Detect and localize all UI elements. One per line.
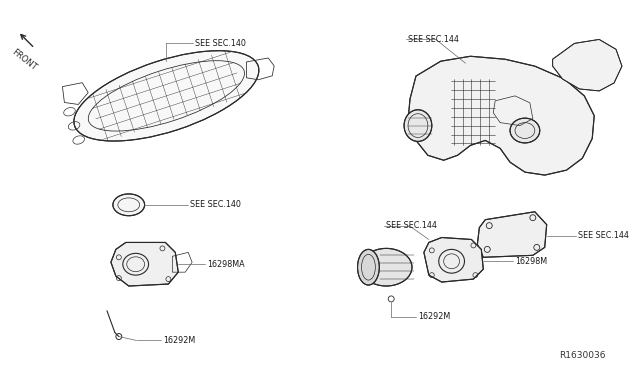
Polygon shape	[424, 237, 483, 282]
Text: R1630036: R1630036	[559, 351, 606, 360]
Ellipse shape	[74, 51, 259, 141]
Ellipse shape	[113, 194, 145, 216]
Polygon shape	[111, 243, 179, 286]
Text: SEE SEC.140: SEE SEC.140	[195, 39, 246, 48]
Text: 16292M: 16292M	[163, 336, 196, 345]
Polygon shape	[408, 56, 594, 175]
Ellipse shape	[360, 248, 412, 286]
Text: SEE SEC.144: SEE SEC.144	[387, 221, 437, 230]
Text: SEE SEC.144: SEE SEC.144	[579, 231, 629, 240]
Text: FRONT: FRONT	[10, 47, 38, 72]
Text: 16292M: 16292M	[418, 312, 450, 321]
Polygon shape	[552, 39, 622, 91]
Ellipse shape	[358, 249, 380, 285]
Text: SEE SEC.140: SEE SEC.140	[190, 200, 241, 209]
Text: 16298M: 16298M	[515, 257, 547, 266]
Text: 16298MA: 16298MA	[207, 260, 244, 269]
Polygon shape	[477, 212, 547, 257]
Ellipse shape	[404, 110, 432, 141]
Ellipse shape	[510, 118, 540, 143]
Text: SEE SEC.144: SEE SEC.144	[408, 35, 459, 44]
